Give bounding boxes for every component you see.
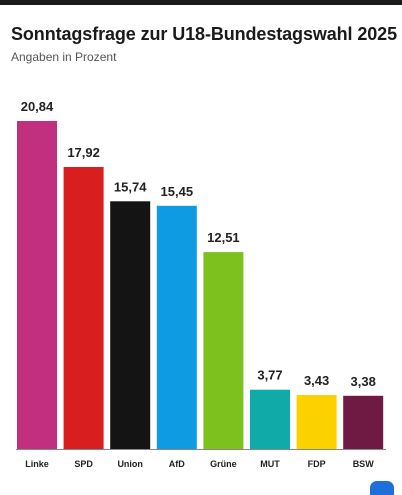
- category-label: FDP: [308, 459, 326, 469]
- data-label: 15,45: [161, 184, 194, 199]
- data-label: 20,84: [21, 99, 54, 114]
- category-label: MUT: [260, 459, 280, 469]
- bar-bsw: [343, 395, 384, 449]
- bar-afd: [156, 205, 197, 449]
- data-label: 17,92: [67, 145, 100, 160]
- data-label: 3,77: [257, 368, 282, 383]
- data-label: 3,38: [351, 374, 376, 389]
- data-label: 12,51: [207, 230, 240, 245]
- bar-grüne: [203, 252, 244, 449]
- data-label: 3,43: [304, 373, 329, 388]
- bar-linke: [17, 121, 57, 449]
- bar-spd: [63, 167, 104, 449]
- category-label: SPD: [74, 459, 93, 469]
- chart-subtitle: Angaben in Prozent: [11, 50, 117, 64]
- chart-title: Sonntagsfrage zur U18-Bundestagswahl 202…: [11, 24, 398, 44]
- bar-union: [110, 201, 151, 449]
- bar-fdp: [296, 395, 337, 449]
- bar-mut: [250, 389, 290, 449]
- category-label: Grüne: [210, 459, 237, 469]
- category-label: Union: [117, 459, 143, 469]
- top-bar: [0, 0, 402, 5]
- category-label: Linke: [25, 459, 49, 469]
- category-label: BSW: [353, 459, 375, 469]
- bar-chart: 20,84 Linke 17,92 SPD 15,74 Union 15,45 AfD 12,5…: [16, 99, 386, 469]
- category-label: AfD: [169, 459, 185, 469]
- broadcaster-logo-icon: [370, 481, 394, 495]
- data-label: 15,74: [114, 179, 147, 194]
